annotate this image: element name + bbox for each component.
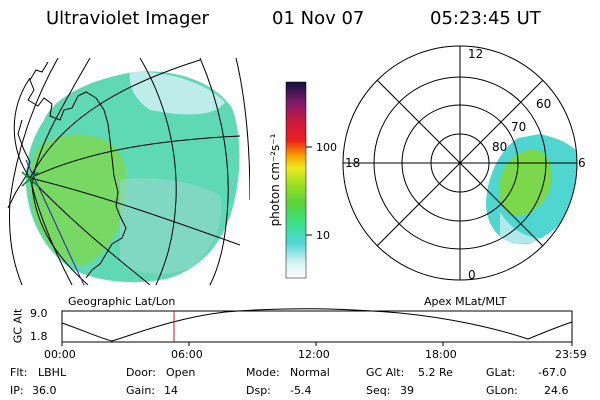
altitude-xtick: 00:00 xyxy=(44,348,76,361)
altitude-xtick: 06:00 xyxy=(171,348,203,361)
info-dsp-label: Dsp: xyxy=(246,384,271,397)
info-gcalt-label: GC Alt: xyxy=(366,366,405,379)
info-mode-label: Mode: xyxy=(246,366,280,379)
info-ip-label: IP: xyxy=(10,384,24,397)
satellite-marker xyxy=(21,171,39,187)
mlt-label-18: 18 xyxy=(345,156,361,170)
coastline xyxy=(7,61,127,279)
altitude-x-ticks xyxy=(61,342,573,346)
mlat-label-60: 60 xyxy=(536,97,552,111)
mlt-label-6: 6 xyxy=(578,156,586,170)
mlat-label-80: 80 xyxy=(492,140,508,154)
colorbar-tick-marks xyxy=(306,146,312,236)
info-gcalt-value: 5.2 Re xyxy=(418,366,453,379)
info-glat-value: -67.0 xyxy=(538,366,567,379)
geographic-emission-right xyxy=(120,178,222,274)
mlt-label-0: 0 xyxy=(468,268,476,282)
polar-plot xyxy=(342,45,578,281)
info-dsp-value: -5.4 xyxy=(290,384,312,397)
altitude-xtick: 23:59 xyxy=(555,348,587,361)
colorbar xyxy=(285,81,307,279)
mlt-label-12: 12 xyxy=(468,47,484,61)
image-time: 05:23:45 UT xyxy=(430,8,541,29)
altitude-ylabel: GC Alt xyxy=(11,308,25,344)
terminator-line xyxy=(25,159,85,285)
info-seq-label: Seq: xyxy=(366,384,391,397)
info-glat-label: GLat: xyxy=(486,366,516,379)
image-title: Ultraviolet Imager xyxy=(46,8,209,29)
altitude-curve xyxy=(61,308,573,342)
altitude-ytick-high: 9.0 xyxy=(30,307,48,320)
altitude-ytick-low: 1.8 xyxy=(30,330,48,343)
info-glon-value: 24.6 xyxy=(544,384,569,397)
image-date: 01 Nov 07 xyxy=(272,8,365,29)
info-glon-label: GLon: xyxy=(486,384,518,397)
info-gain-label: Gain: xyxy=(126,384,155,397)
info-flt-value: LBHL xyxy=(38,366,67,379)
info-door-label: Door: xyxy=(126,366,156,379)
colorbar-label: photon cm⁻²s⁻¹ xyxy=(268,133,282,227)
info-mode-value: Normal xyxy=(290,366,330,379)
info-door-value: Open xyxy=(166,366,196,379)
geographic-map-panel xyxy=(7,57,250,285)
geographic-grid-lines xyxy=(9,57,250,285)
altitude-plot xyxy=(61,308,573,346)
polar-emission-edge xyxy=(500,212,540,244)
info-flt-label: Flt: xyxy=(10,366,28,379)
colorbar-tick-10: 10 xyxy=(316,229,330,242)
geographic-emission-top xyxy=(129,71,225,115)
altitude-plot-frame xyxy=(61,310,573,343)
colorbar-tick-100: 100 xyxy=(316,141,337,154)
left-panel-title: Geographic Lat/Lon xyxy=(68,295,176,308)
info-gain-value: 14 xyxy=(164,384,178,397)
polar-grid xyxy=(342,45,578,281)
altitude-xtick: 18:00 xyxy=(425,348,457,361)
info-seq-value: 39 xyxy=(400,384,414,397)
right-panel-title: Apex MLat/MLT xyxy=(424,295,507,308)
polar-emission-core xyxy=(498,149,552,216)
info-ip-value: 36.0 xyxy=(32,384,57,397)
mlat-label-70: 70 xyxy=(511,120,527,134)
altitude-xtick: 12:00 xyxy=(298,348,330,361)
